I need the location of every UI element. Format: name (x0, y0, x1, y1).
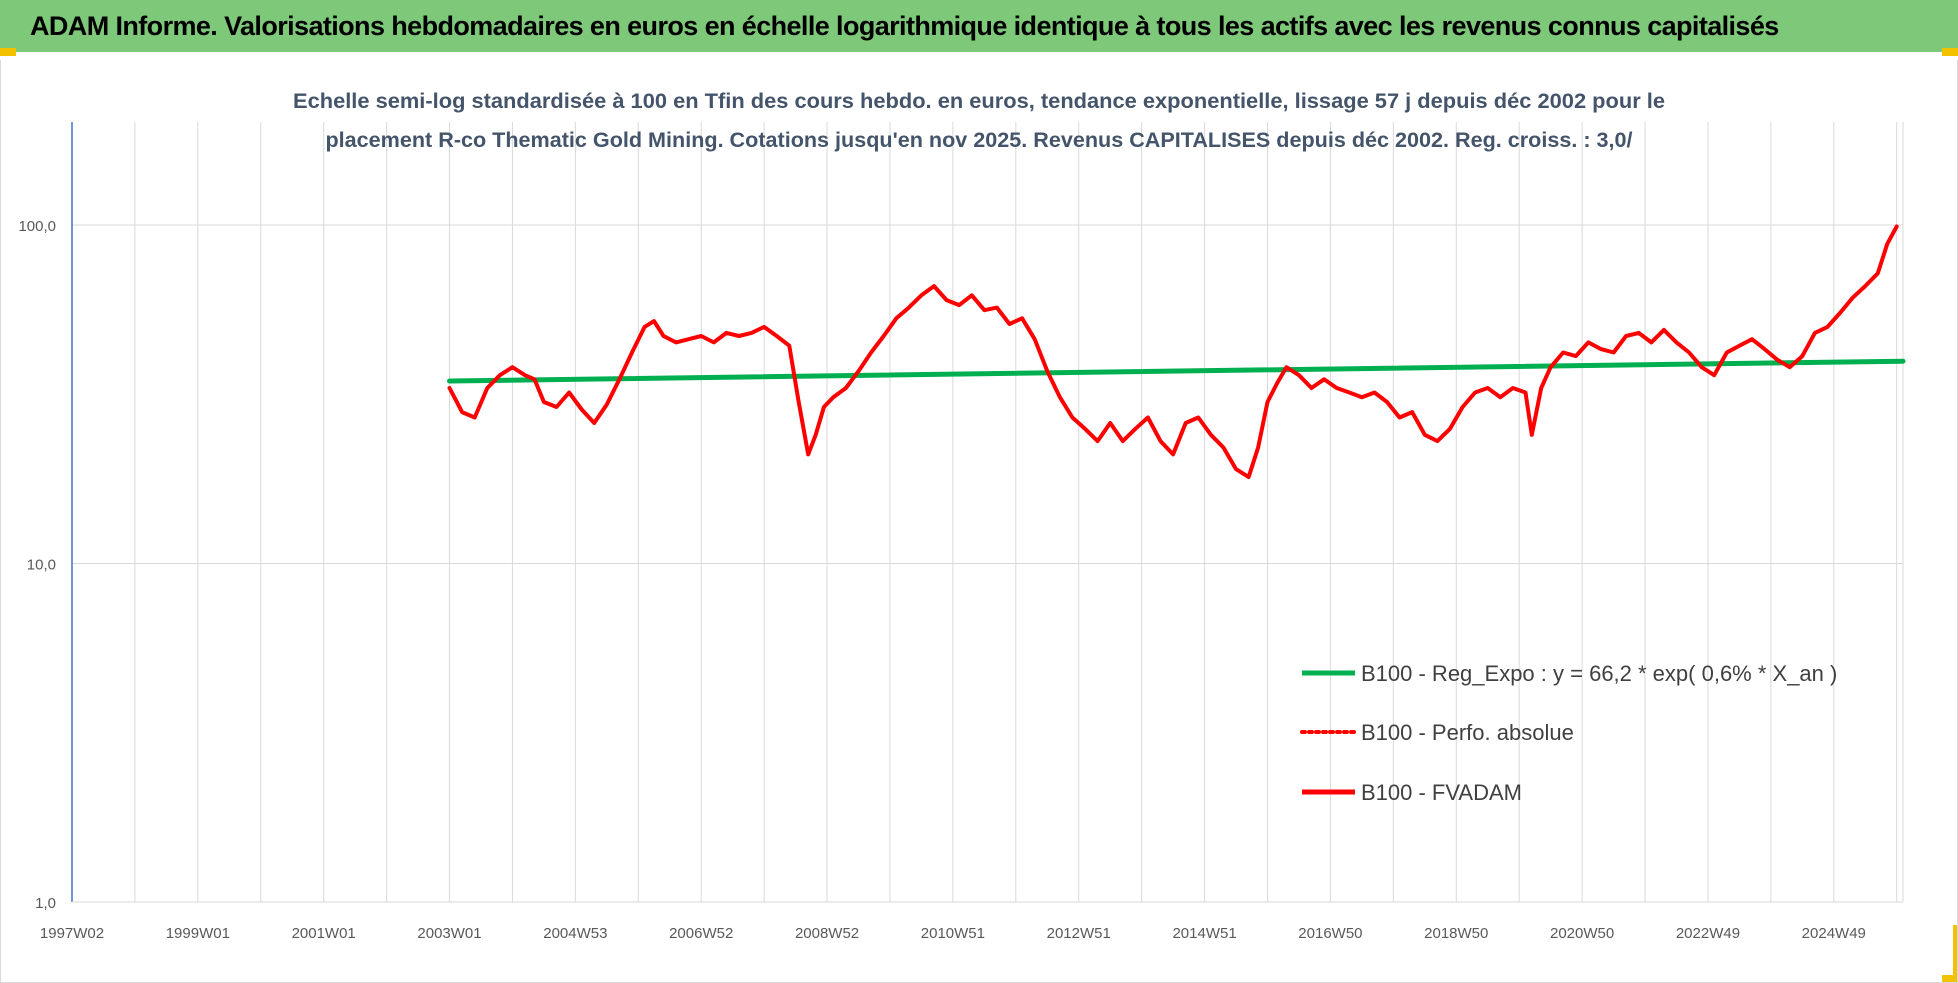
banner-title: ADAM Informe. Valorisations hebdomadaire… (30, 10, 1779, 41)
x-tick-label: 2003W01 (417, 925, 481, 942)
x-tick-label: 2022W49 (1676, 925, 1740, 942)
corner-mark-bottom-right-h (1942, 975, 1958, 983)
chart-subtitle-line-2: placement R-co Thematic Gold Mining. Cot… (326, 129, 1633, 152)
grid (71, 122, 1904, 903)
legend-item-perfo-absolue-label: B100 - Perfo. absolue (1361, 720, 1574, 745)
x-tick-label: 2008W52 (795, 925, 859, 942)
subtitle: Echelle semi-log standardisée à 100 en T… (293, 90, 1665, 152)
series-line-reg-expo (447, 358, 1906, 384)
x-tick-label: 2012W51 (1047, 925, 1111, 942)
legend-item-reg-expo-label: B100 - Reg_Expo : y = 66,2 * exp( 0,6% *… (1361, 661, 1837, 686)
y-tick-label: 1,0 (35, 895, 56, 912)
x-tick-label: 2020W50 (1550, 925, 1614, 942)
y-tick-label: 10,0 (27, 557, 56, 574)
x-tick-label: 2014W51 (1172, 925, 1236, 942)
x-tick-label: 2006W52 (669, 925, 733, 942)
legend: B100 - Reg_Expo : y = 66,2 * exp( 0,6% *… (1300, 661, 1837, 805)
banner: ADAM Informe. Valorisations hebdomadaire… (0, 0, 1958, 52)
x-tick-label: 1999W01 (166, 925, 230, 942)
y-tick-label: 100,0 (18, 218, 56, 235)
x-tick-label: 1997W02 (40, 925, 104, 942)
x-tick-label: 2018W50 (1424, 925, 1488, 942)
x-tick-label: 2016W50 (1298, 925, 1362, 942)
x-tick-label: 2001W01 (292, 925, 356, 942)
corner-mark-top-right (1942, 48, 1958, 56)
chart-subtitle-line-1: Echelle semi-log standardisée à 100 en T… (293, 90, 1665, 113)
x-tick-label: 2010W51 (921, 925, 985, 942)
series-line-fvadam (447, 224, 1899, 480)
axes: 1,0 10,0 100,0 1997W02 1999W01 2001W01 2003W01… (18, 122, 1903, 942)
x-tick-label: 2024W49 (1802, 925, 1866, 942)
legend-item-fvadam-label: B100 - FVADAM (1361, 780, 1522, 805)
series (447, 224, 1906, 480)
corner-mark-top-left (0, 48, 16, 56)
corner-mark-bottom-right (1953, 925, 1958, 983)
x-tick-label: 2004W53 (543, 925, 607, 942)
